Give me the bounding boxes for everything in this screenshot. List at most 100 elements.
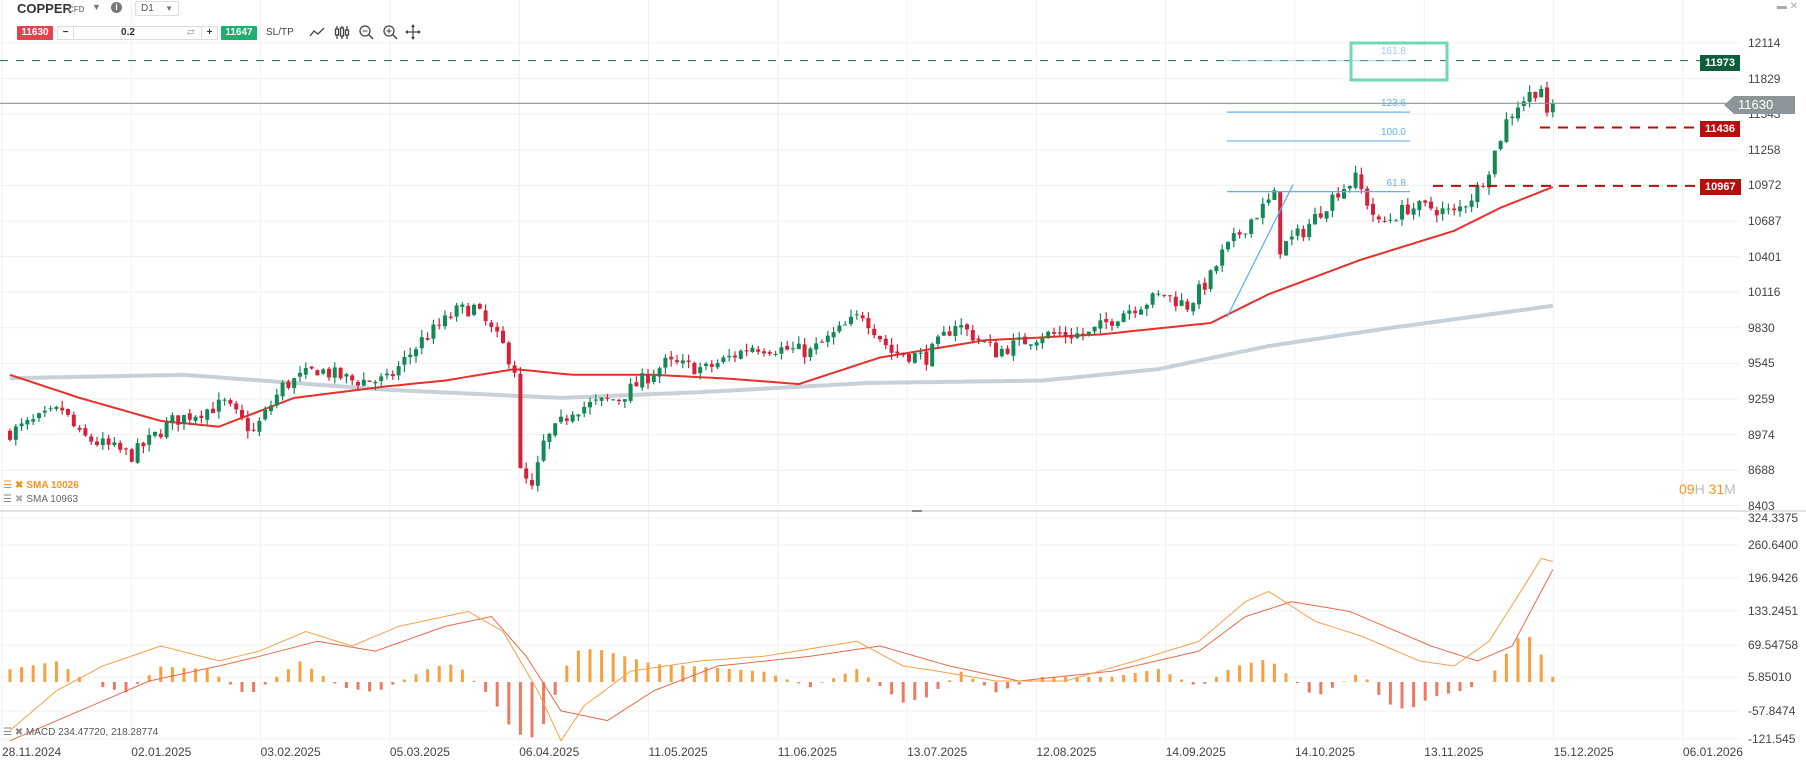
sl-tp-button[interactable]: SL/TP: [266, 27, 294, 38]
candle-up: [1498, 141, 1503, 149]
swap-icon[interactable]: ⇄: [186, 27, 195, 38]
candle-down: [947, 331, 952, 336]
settings-icon[interactable]: ☰ ✖: [3, 727, 24, 738]
candle-up: [1475, 186, 1480, 203]
candle-up: [332, 367, 337, 378]
candle-down: [820, 341, 824, 343]
histogram-bar: [843, 673, 847, 683]
chevron-down-icon[interactable]: ▼: [92, 2, 101, 12]
price-tick-label: 10687: [1748, 214, 1782, 228]
settings-icon[interactable]: ☰: [3, 493, 12, 505]
minimize-icon[interactable]: ▬: [1776, 1, 1787, 12]
candle-down: [425, 338, 430, 340]
current-price-text: 11630: [1738, 97, 1774, 112]
info-icon[interactable]: i: [111, 2, 122, 13]
remove-icon[interactable]: ✖: [14, 493, 24, 505]
candle-up: [25, 419, 30, 425]
candle-down: [1371, 203, 1375, 215]
legend-sma-1[interactable]: ☰ ✖ SMA 10026: [3, 478, 79, 492]
macd-legend[interactable]: ☰ ✖ MACD 234.47720, 218.28774: [3, 727, 158, 738]
price-arrow-shape: [1724, 96, 1795, 114]
candle-down: [988, 341, 993, 343]
candle-up: [547, 433, 552, 442]
candle-up: [843, 324, 848, 326]
candle-down: [83, 428, 88, 436]
candle-up: [274, 394, 279, 406]
volume-input[interactable]: 0.2: [121, 27, 135, 38]
histogram-bar: [1249, 662, 1253, 683]
histogram-bar: [588, 649, 592, 683]
candle-up: [622, 399, 627, 402]
candle-up: [222, 399, 227, 401]
candle-up: [657, 368, 662, 377]
remove-icon[interactable]: ✖: [14, 479, 24, 491]
candle-down: [970, 330, 975, 341]
candle-down: [1173, 296, 1178, 307]
candle-up: [1115, 321, 1120, 327]
histogram-bar: [1214, 676, 1218, 683]
histogram-bar: [1156, 669, 1160, 683]
histogram-bar: [982, 682, 986, 686]
date-tick-label: 15.12.2025: [1553, 745, 1614, 759]
legend-sma-2[interactable]: ☰ ✖ SMA 10963: [3, 492, 79, 506]
candle-up: [1307, 223, 1312, 237]
zoom-out-icon[interactable]: [358, 24, 376, 42]
candle-down: [234, 403, 239, 410]
macd-tick-label: 260.6400: [1748, 538, 1799, 552]
decrease-button[interactable]: −: [58, 27, 74, 39]
fib-label-123: 123.6: [1380, 98, 1406, 109]
sell-button[interactable]: 11630: [17, 26, 53, 40]
line-chart-icon[interactable]: [308, 24, 326, 42]
histogram-bar: [240, 682, 244, 693]
buy-button[interactable]: 11647: [221, 26, 257, 40]
zoom-in-icon[interactable]: [382, 24, 400, 42]
candle-up: [135, 443, 140, 463]
histogram-bar: [507, 682, 511, 725]
candle-down: [872, 328, 877, 336]
candles-icon[interactable]: [334, 24, 352, 42]
candle-up: [553, 423, 558, 436]
candle-up: [704, 363, 708, 366]
volume-stepper[interactable]: − 0.2 ⇄ +: [57, 26, 218, 40]
candle-up: [779, 347, 784, 354]
candle-down: [1336, 193, 1341, 198]
candle-up: [19, 423, 24, 427]
symbol-title[interactable]: COPPER: [17, 1, 72, 16]
candle-up: [402, 357, 407, 365]
macd-tick-label: 5.85010: [1748, 670, 1792, 684]
candle-down: [646, 374, 650, 384]
candle-down: [1168, 295, 1172, 297]
increase-button[interactable]: +: [201, 27, 217, 39]
candle-up: [1289, 236, 1294, 240]
price-tick-label: 10401: [1748, 249, 1782, 264]
sma2-label: SMA 10963: [26, 493, 79, 505]
histogram-bar: [1087, 676, 1091, 683]
histogram-bar: [484, 682, 488, 692]
candle-down: [1110, 321, 1114, 326]
histogram-bar: [1504, 653, 1508, 683]
candle-up: [588, 402, 592, 408]
close-icon[interactable]: ✕: [1789, 1, 1798, 12]
timeframe-select[interactable]: D1 ▼: [135, 1, 179, 16]
candle-up: [611, 399, 616, 401]
candle-up: [559, 416, 563, 422]
candle-up: [535, 462, 540, 486]
sma-200-line: [9, 303, 1554, 400]
candle-up: [1324, 211, 1329, 219]
candle-down: [228, 400, 233, 404]
candle-down: [756, 349, 761, 352]
settings-icon[interactable]: ☰: [3, 479, 12, 491]
candle-down: [733, 355, 737, 358]
candle-up: [414, 349, 418, 357]
macd-histogram: [8, 557, 1555, 742]
candle-down: [367, 380, 372, 382]
crosshair-move-icon[interactable]: [405, 24, 423, 42]
histogram-bar: [750, 670, 754, 683]
candle-up: [54, 406, 59, 409]
histogram-bar: [878, 682, 882, 686]
histogram-bar: [356, 682, 360, 690]
macd-tick-label: 324.3375: [1748, 511, 1799, 525]
candle-up: [1255, 218, 1259, 220]
candle-down: [1365, 188, 1370, 206]
